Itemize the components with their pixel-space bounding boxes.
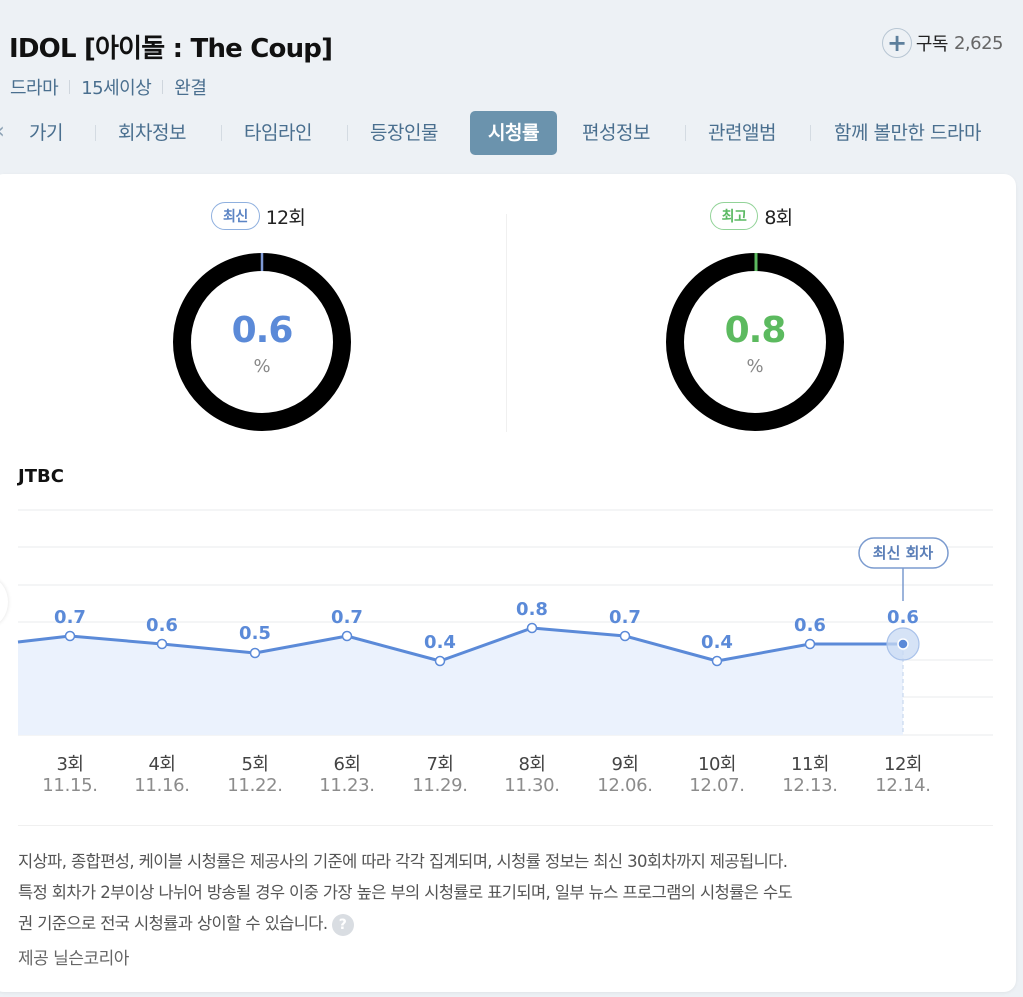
date-label: 12.13. bbox=[782, 775, 838, 796]
latest-episode: 12회 bbox=[265, 206, 306, 229]
svg-text:0.8: 0.8 bbox=[516, 599, 548, 620]
tab-related-albums[interactable]: 관련앨범 bbox=[708, 122, 776, 144]
date-label: 12.07. bbox=[689, 775, 745, 796]
best-episode: 8회 bbox=[764, 206, 793, 229]
data-source: 제공 닐슨코리아 bbox=[18, 949, 129, 969]
program-meta: 드라마 15세이상 완결 bbox=[10, 74, 207, 100]
svg-text:0.5: 0.5 bbox=[239, 623, 271, 644]
date-label: 12.06. bbox=[597, 775, 653, 796]
episode-label: 8회 bbox=[518, 754, 546, 775]
divider bbox=[810, 125, 811, 141]
channel-name: JTBC bbox=[18, 466, 64, 487]
episode-label: 10회 bbox=[698, 754, 736, 775]
latest-rating-value: 0.6 bbox=[231, 310, 294, 351]
notice-line: 특정 회차가 2부이상 나뉘어 방송될 경우 이중 가장 높은 부의 시청률로 … bbox=[18, 883, 793, 902]
divider bbox=[69, 80, 71, 94]
latest-badge: 최신 bbox=[210, 202, 260, 230]
tab-ratings[interactable]: 시청률 bbox=[470, 111, 557, 155]
episode-label: 11회 bbox=[791, 754, 829, 775]
divider bbox=[18, 825, 993, 826]
latest-donut-chart: 0.6 % bbox=[172, 252, 352, 432]
svg-text:0.7: 0.7 bbox=[609, 607, 641, 628]
percent-unit: % bbox=[746, 356, 764, 377]
episode-label: 4회 bbox=[148, 754, 176, 775]
subscribe-label: 구독 bbox=[915, 34, 949, 55]
date-label: 11.15. bbox=[42, 775, 98, 796]
ratings-notice: 지상파, 종합편성, 케이블 시청률은 제공사의 기준에 따라 각각 집계되며,… bbox=[18, 846, 988, 939]
notice-line: 지상파, 종합편성, 케이블 시청률은 제공사의 기준에 따라 각각 집계되며,… bbox=[18, 852, 788, 871]
best-donut-chart: 0.8 % bbox=[665, 252, 845, 432]
best-badge: 최고 bbox=[709, 202, 759, 230]
divider bbox=[221, 125, 222, 141]
data-points bbox=[64, 622, 816, 667]
svg-text:0.6: 0.6 bbox=[146, 615, 178, 636]
date-label: 11.16. bbox=[134, 775, 190, 796]
meta-age-rating: 15세이상 bbox=[81, 78, 152, 99]
episode-label: 7회 bbox=[426, 754, 454, 775]
divider bbox=[347, 125, 348, 141]
svg-text:0.4: 0.4 bbox=[424, 632, 456, 653]
plus-icon: + bbox=[881, 28, 912, 58]
episode-label: 12회 bbox=[884, 754, 922, 775]
tab-bar: ‹ 가기 회차정보 타임라인 등장인물 시청률 편성정보 관련앨범 함께 볼만한… bbox=[0, 111, 1023, 155]
tab-episode-info[interactable]: 회차정보 bbox=[118, 122, 186, 144]
divider bbox=[685, 125, 686, 141]
date-label: 12.14. bbox=[875, 775, 931, 796]
meta-genre[interactable]: 드라마 bbox=[10, 78, 59, 99]
percent-unit: % bbox=[253, 356, 271, 377]
episode-label: 5회 bbox=[241, 754, 269, 775]
svg-text:0.6: 0.6 bbox=[887, 607, 919, 628]
tab-timeline[interactable]: 타임라인 bbox=[244, 122, 312, 144]
divider bbox=[162, 80, 164, 94]
notice-line: 권 기준으로 전국 시청률과 상이할 수 있습니다. bbox=[18, 914, 328, 933]
divider bbox=[95, 125, 96, 141]
chevron-left-icon[interactable]: ‹ bbox=[0, 119, 22, 149]
subscribe-count: 2,625 bbox=[953, 32, 1004, 54]
tab-schedule[interactable]: 편성정보 bbox=[582, 122, 650, 144]
date-label: 11.29. bbox=[412, 775, 468, 796]
tab-shortcut[interactable]: 가기 bbox=[29, 122, 63, 144]
svg-text:0.6: 0.6 bbox=[794, 615, 826, 636]
tab-cast[interactable]: 등장인물 bbox=[370, 122, 438, 144]
date-label: 11.30. bbox=[504, 775, 560, 796]
episode-label: 6회 bbox=[333, 754, 361, 775]
episode-label: 9회 bbox=[611, 754, 639, 775]
page-title: IDOL [아이돌 : The Coup] bbox=[9, 34, 333, 64]
meta-status: 완결 bbox=[174, 78, 207, 99]
latest-episode-marker: 최신 회차 bbox=[873, 544, 934, 562]
subscribe-button[interactable]: + 구독 2,625 bbox=[881, 28, 1004, 58]
episode-label: 3회 bbox=[56, 754, 84, 775]
ratings-card: 최신 12회 0.6 % 최고 8회 bbox=[0, 174, 1016, 992]
svg-text:0.4: 0.4 bbox=[701, 632, 733, 653]
svg-text:0.7: 0.7 bbox=[54, 607, 86, 628]
divider bbox=[506, 214, 507, 432]
date-label: 11.23. bbox=[319, 775, 375, 796]
area-fill bbox=[18, 628, 903, 735]
date-label: 11.22. bbox=[227, 775, 283, 796]
ratings-line-chart: 최신 회차 0.7 0.6 0.5 0.7 0.4 0.8 0.7 0.4 0.… bbox=[17, 509, 993, 736]
scroll-left-handle[interactable] bbox=[0, 578, 8, 626]
tab-similar-dramas[interactable]: 함께 볼만한 드라마 bbox=[834, 122, 981, 144]
help-icon[interactable]: ? bbox=[331, 913, 354, 936]
point-labels: 0.7 0.6 0.5 0.7 0.4 0.8 0.7 0.4 0.6 0.6 bbox=[54, 599, 919, 653]
best-rating-value: 0.8 bbox=[724, 310, 787, 351]
svg-text:0.7: 0.7 bbox=[331, 607, 363, 628]
